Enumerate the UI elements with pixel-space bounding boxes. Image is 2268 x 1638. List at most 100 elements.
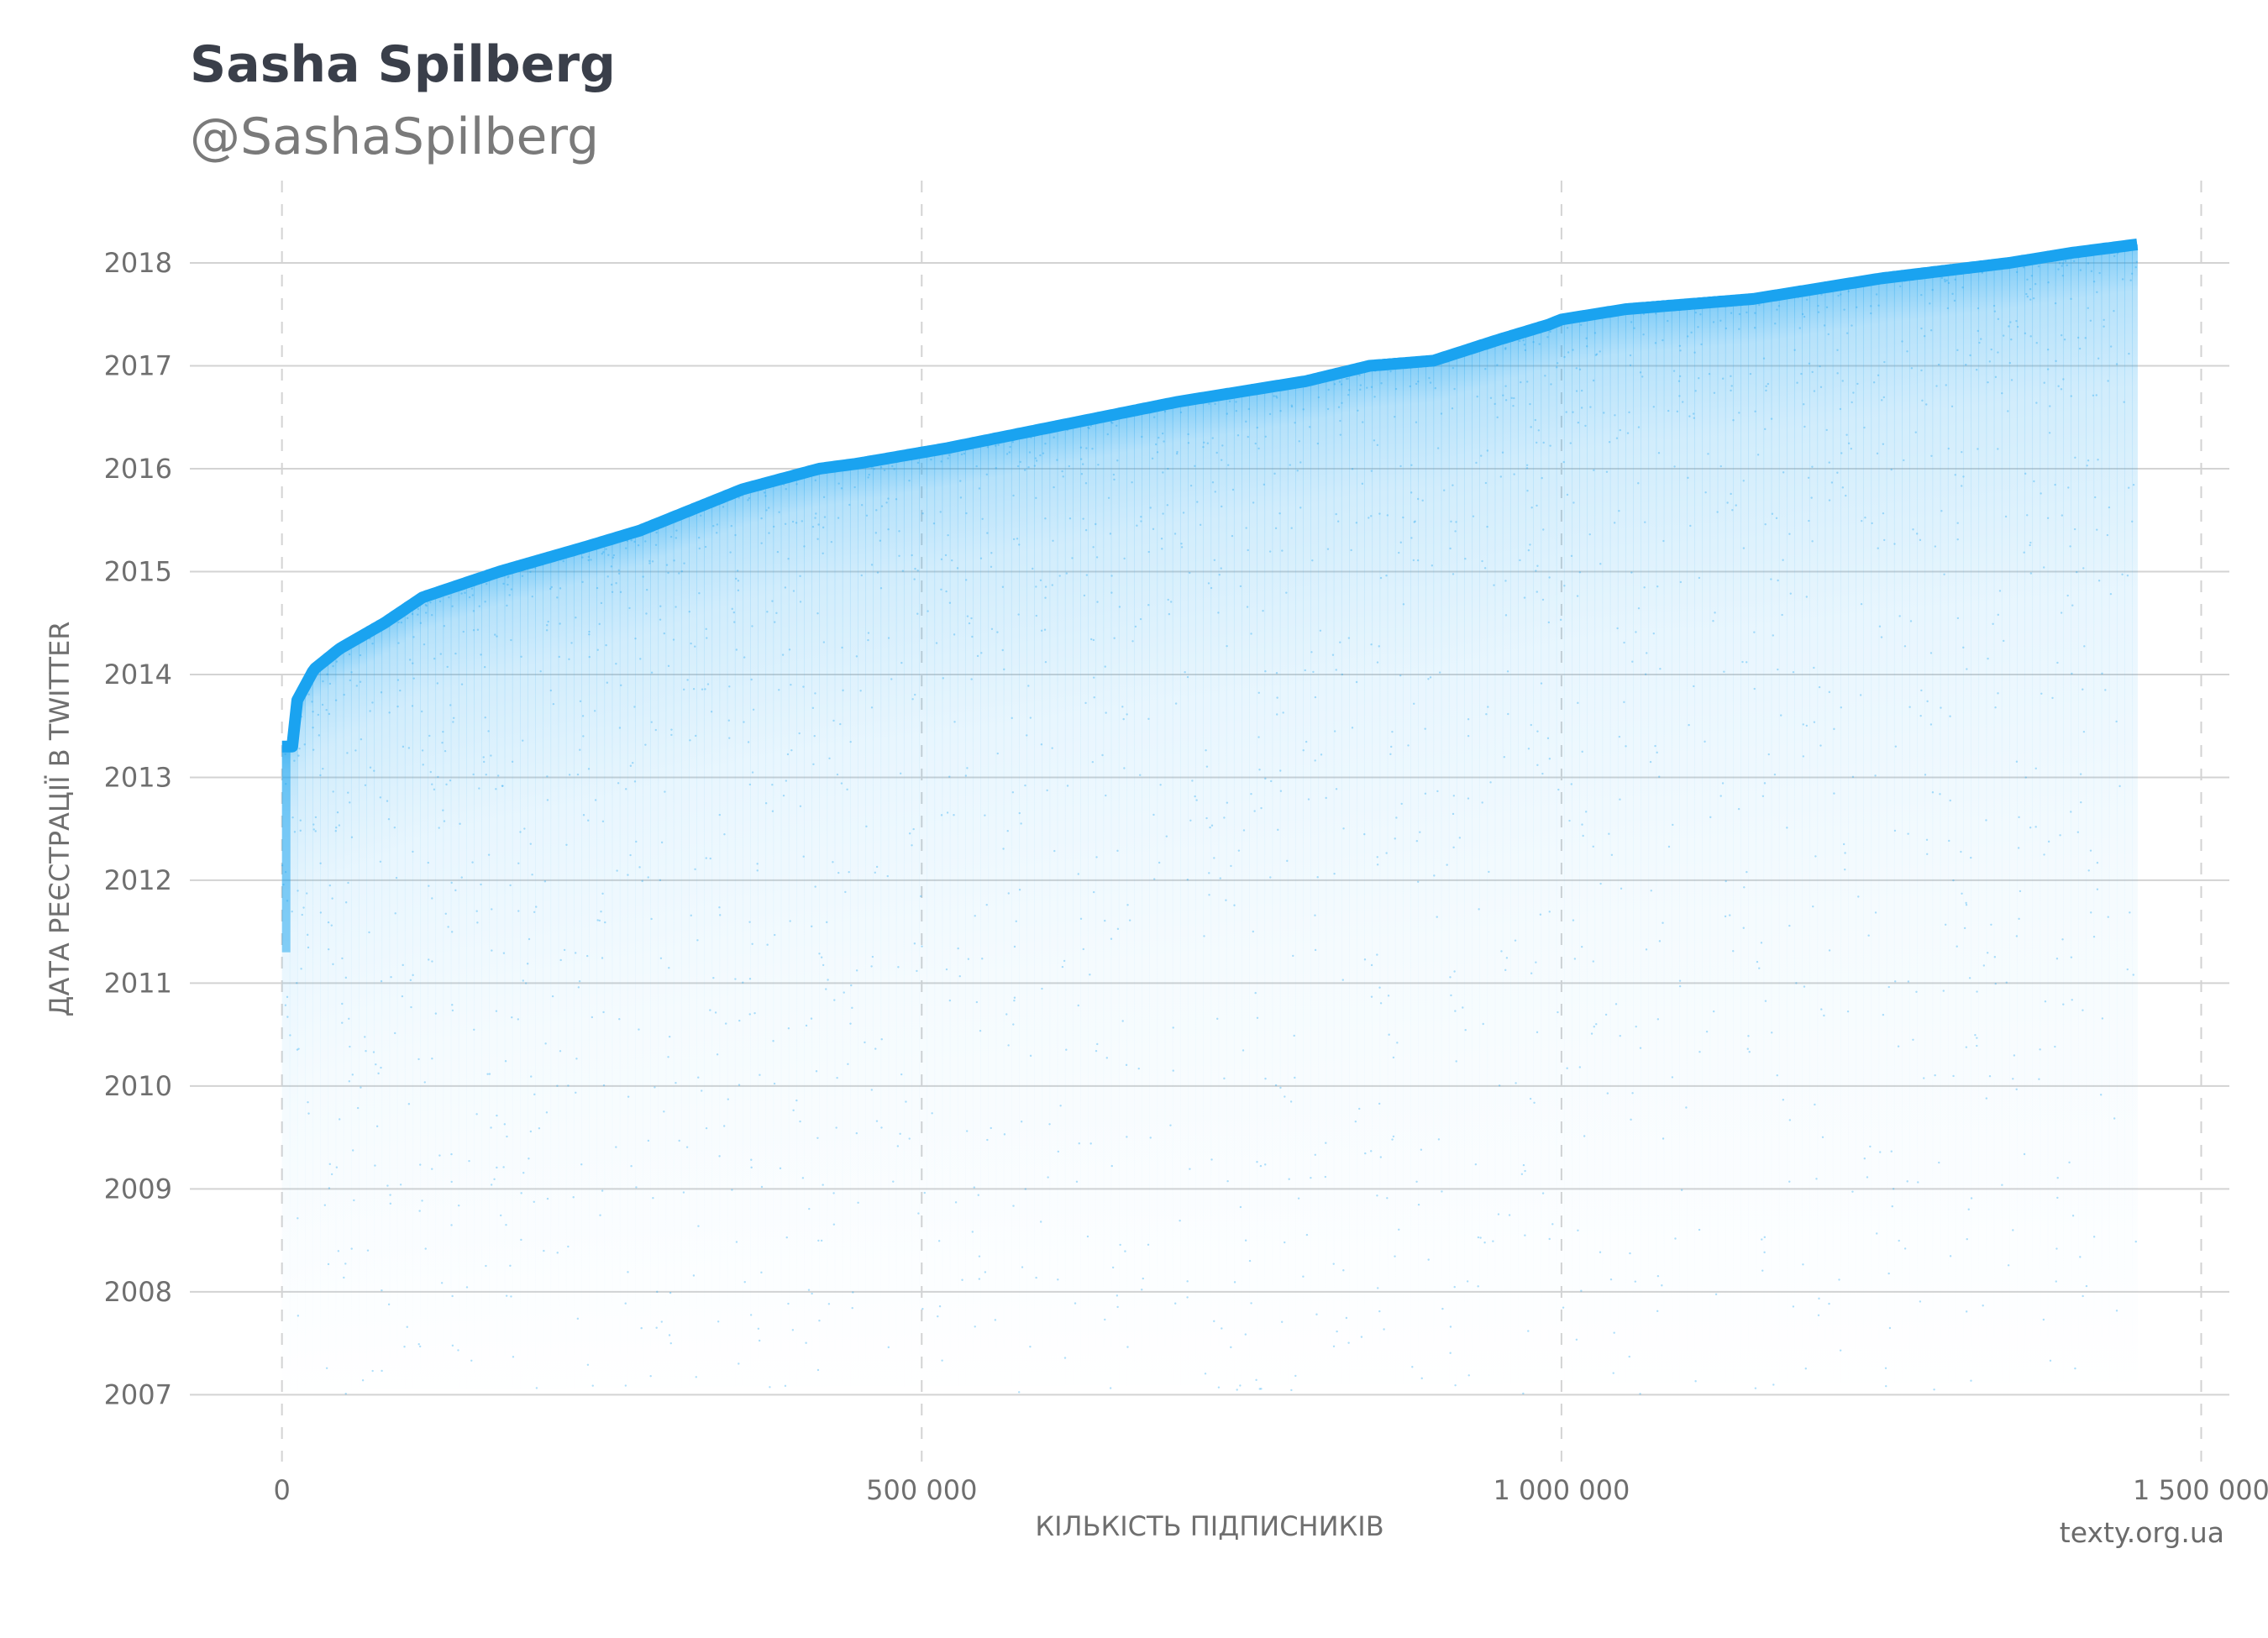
- scatter-point: [1378, 645, 1380, 648]
- scatter-point: [772, 1040, 774, 1042]
- scatter-point: [607, 554, 610, 556]
- scatter-point: [1276, 396, 1278, 399]
- scatter-point: [985, 473, 989, 476]
- scatter-point: [1926, 700, 1929, 703]
- scatter-point: [1083, 594, 1086, 597]
- scatter-point: [995, 466, 997, 470]
- scatter-point: [1524, 349, 1527, 352]
- scatter-point: [1464, 557, 1467, 560]
- density-strip: [995, 437, 1005, 1405]
- scatter-point: [920, 895, 922, 898]
- scatter-point: [855, 655, 858, 658]
- scatter-point: [522, 1172, 525, 1174]
- scatter-point: [425, 604, 428, 607]
- scatter-point: [775, 612, 778, 615]
- scatter-point: [1420, 1377, 1423, 1380]
- scatter-point: [1628, 1355, 1630, 1358]
- scatter-point: [406, 617, 409, 620]
- scatter-point: [1872, 381, 1876, 384]
- scatter-point: [1830, 481, 1834, 484]
- scatter-point: [978, 1278, 981, 1280]
- scatter-point: [787, 558, 790, 560]
- scatter-point: [784, 522, 787, 525]
- scatter-point: [1698, 1228, 1701, 1231]
- scatter-point: [1792, 670, 1795, 674]
- scatter-point: [1221, 444, 1224, 447]
- scatter-point: [2055, 360, 2057, 363]
- scatter-point: [395, 876, 398, 879]
- density-strip: [528, 562, 536, 1405]
- scatter-point: [1693, 685, 1695, 688]
- density-strip: [404, 606, 413, 1405]
- scatter-point: [748, 1013, 751, 1016]
- scatter-point: [1496, 416, 1499, 419]
- y-tick-label: 2007: [104, 1378, 172, 1410]
- scatter-point: [1513, 473, 1515, 475]
- scatter-point: [1954, 474, 1956, 476]
- scatter-point: [706, 637, 708, 639]
- scatter-point: [811, 525, 815, 528]
- scatter-point: [1870, 305, 1872, 307]
- scatter-point: [2024, 472, 2027, 475]
- density-strip: [1533, 328, 1542, 1405]
- scatter-point: [400, 621, 403, 624]
- scatter-point: [1429, 676, 1432, 679]
- scatter-point: [299, 819, 302, 822]
- density-strip: [1142, 408, 1151, 1405]
- scatter-point: [1749, 372, 1752, 375]
- scatter-point: [660, 841, 664, 844]
- scatter-point: [1570, 783, 1572, 785]
- scatter-point: [1062, 475, 1064, 478]
- scatter-point: [789, 920, 791, 922]
- scatter-point: [1493, 584, 1495, 586]
- scatter-point: [2101, 1017, 2104, 1020]
- scatter-point: [1350, 549, 1352, 552]
- scatter-point: [1649, 760, 1652, 764]
- scatter-point: [1017, 1391, 1021, 1394]
- scatter-point: [618, 727, 622, 729]
- scatter-point: [1747, 1035, 1750, 1037]
- scatter-point: [380, 1066, 382, 1069]
- scatter-point: [1836, 471, 1839, 474]
- scatter-point: [751, 625, 753, 627]
- scatter-point: [1333, 730, 1336, 732]
- density-strip: [366, 631, 375, 1405]
- scatter-point: [300, 968, 302, 970]
- scatter-point: [624, 1384, 627, 1387]
- scatter-point: [807, 1289, 811, 1291]
- scatter-point: [2047, 281, 2050, 284]
- scatter-point: [914, 693, 916, 696]
- density-strip: [750, 486, 759, 1405]
- scatter-point: [2054, 1045, 2056, 1048]
- y-tick-label: 2014: [104, 659, 172, 690]
- scatter-point: [438, 827, 440, 829]
- scatter-point: [1811, 465, 1814, 468]
- scatter-point: [1986, 952, 1989, 954]
- scatter-point: [1347, 393, 1350, 396]
- scatter-point: [412, 974, 414, 977]
- scatter-point: [617, 569, 620, 572]
- scatter-point: [1427, 678, 1430, 680]
- scatter-point: [870, 564, 874, 566]
- scatter-point: [1547, 621, 1551, 624]
- scatter-point: [816, 1137, 819, 1140]
- scatter-point: [1071, 557, 1074, 559]
- scatter-point: [484, 601, 486, 603]
- scatter-point: [2015, 935, 2019, 937]
- scatter-point: [1160, 538, 1163, 540]
- scatter-point: [659, 605, 662, 607]
- scatter-point: [1351, 727, 1354, 729]
- scatter-point: [683, 562, 685, 564]
- density-strip: [1956, 269, 1964, 1405]
- scatter-point: [974, 915, 976, 917]
- scatter-point: [1529, 543, 1531, 546]
- scatter-point: [1339, 641, 1341, 643]
- scatter-point: [639, 658, 642, 660]
- scatter-point: [338, 824, 341, 827]
- scatter-point: [606, 575, 609, 578]
- scatter-point: [1678, 344, 1682, 347]
- scatter-point: [1091, 447, 1094, 450]
- scatter-point: [1656, 1310, 1659, 1313]
- scatter-point: [689, 739, 691, 742]
- scatter-point: [1415, 840, 1419, 843]
